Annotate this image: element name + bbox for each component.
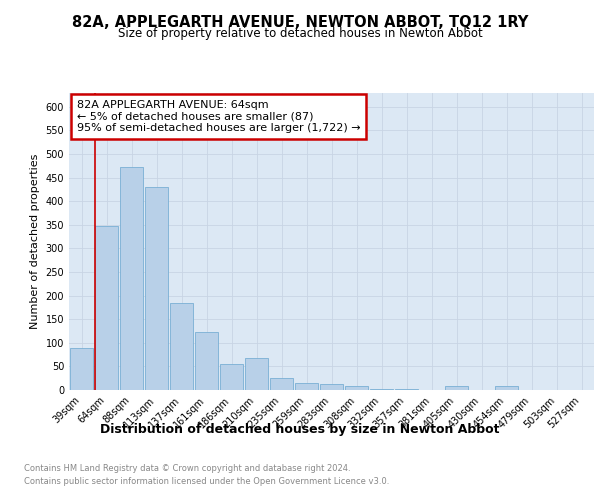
- Bar: [70, 348, 93, 390]
- Bar: [220, 364, 243, 390]
- Text: 82A, APPLEGARTH AVENUE, NEWTON ABBOT, TQ12 1RY: 82A, APPLEGARTH AVENUE, NEWTON ABBOT, TQ…: [72, 15, 528, 30]
- Bar: [145, 187, 168, 390]
- Bar: [320, 384, 343, 390]
- Bar: [95, 226, 118, 390]
- Text: Distribution of detached houses by size in Newton Abbot: Distribution of detached houses by size …: [100, 422, 500, 436]
- Bar: [245, 358, 268, 390]
- Bar: [395, 389, 418, 390]
- Bar: [495, 386, 518, 390]
- Bar: [445, 386, 468, 390]
- Text: Size of property relative to detached houses in Newton Abbot: Size of property relative to detached ho…: [118, 28, 482, 40]
- Text: Contains public sector information licensed under the Open Government Licence v3: Contains public sector information licen…: [24, 478, 389, 486]
- Bar: [345, 386, 368, 390]
- Bar: [270, 378, 293, 390]
- Bar: [120, 167, 143, 390]
- Bar: [170, 302, 193, 390]
- Bar: [295, 383, 318, 390]
- Text: Contains HM Land Registry data © Crown copyright and database right 2024.: Contains HM Land Registry data © Crown c…: [24, 464, 350, 473]
- Bar: [370, 388, 393, 390]
- Y-axis label: Number of detached properties: Number of detached properties: [30, 154, 40, 329]
- Text: 82A APPLEGARTH AVENUE: 64sqm
← 5% of detached houses are smaller (87)
95% of sem: 82A APPLEGARTH AVENUE: 64sqm ← 5% of det…: [77, 100, 361, 133]
- Bar: [195, 332, 218, 390]
